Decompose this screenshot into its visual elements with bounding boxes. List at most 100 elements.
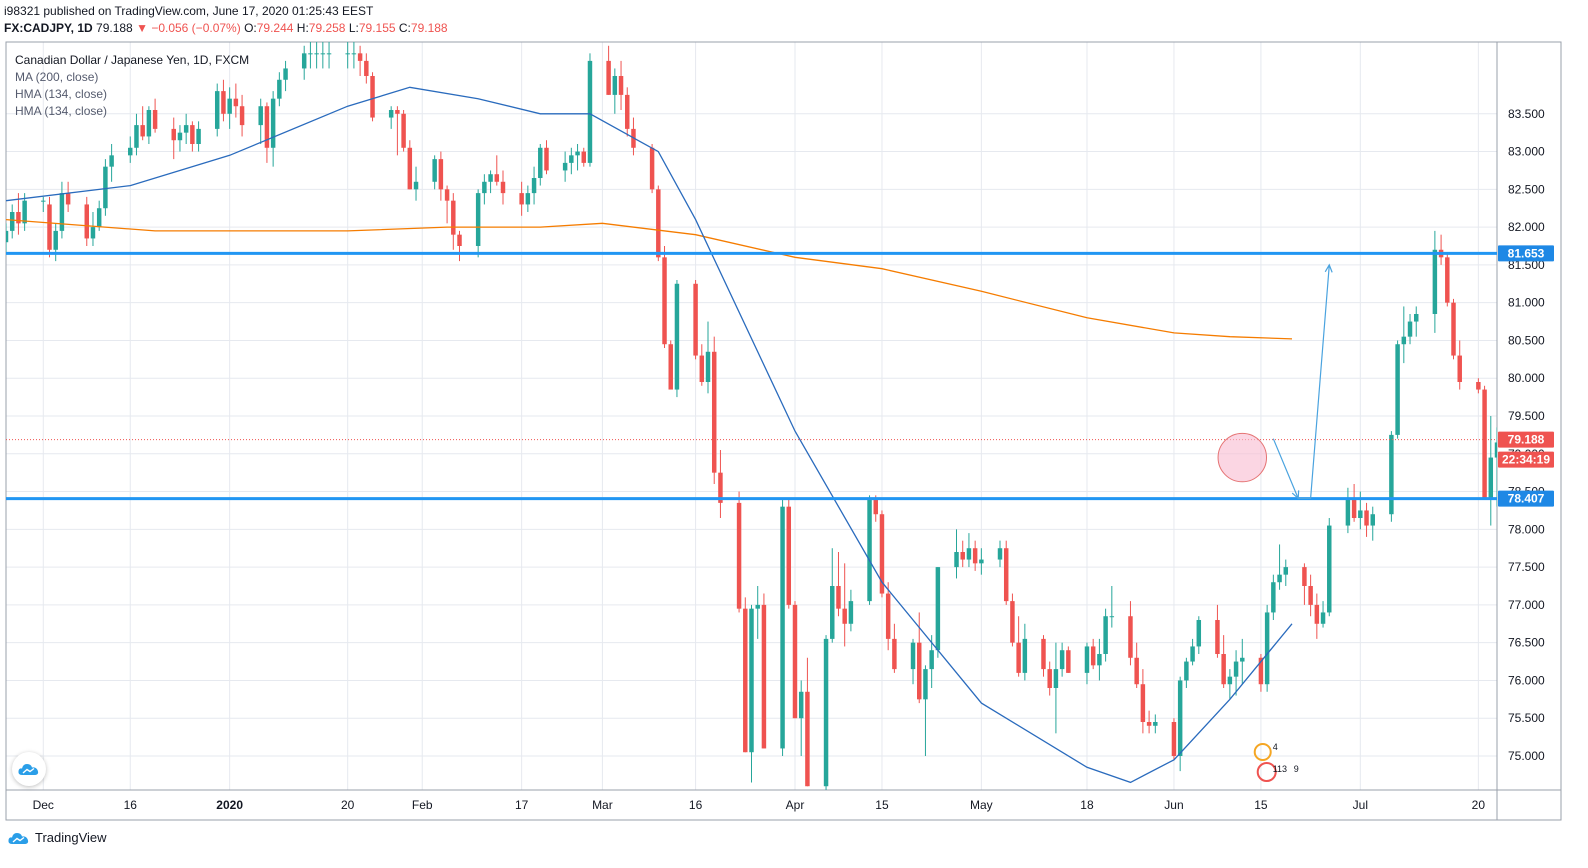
candle-down bbox=[190, 125, 195, 144]
candle-up bbox=[1240, 657, 1245, 662]
legend-hma-1[interactable]: HMA (134, close) bbox=[15, 87, 108, 101]
x-tick-label: 16 bbox=[124, 798, 138, 812]
candle-down bbox=[47, 204, 52, 250]
candle-down bbox=[1351, 499, 1357, 518]
candle-down bbox=[140, 125, 145, 137]
candle-down bbox=[1146, 722, 1152, 726]
candle-down bbox=[1258, 657, 1264, 685]
candle-down bbox=[438, 159, 444, 190]
candle-down bbox=[1134, 657, 1139, 685]
candle-down bbox=[264, 106, 270, 148]
candle-up bbox=[326, 53, 332, 55]
y-tick-label: 75.000 bbox=[1508, 749, 1545, 763]
candle-down bbox=[1171, 722, 1177, 756]
candle-down bbox=[65, 193, 71, 205]
last-price-label-bg bbox=[1498, 431, 1554, 448]
candle-up bbox=[867, 499, 872, 602]
candle-up bbox=[9, 212, 15, 231]
down-triangle-icon: ▼ bbox=[136, 21, 148, 35]
open-value: 79.244 bbox=[256, 21, 294, 35]
candle-up bbox=[90, 227, 96, 239]
candle-up bbox=[674, 283, 680, 390]
x-tick-label: Mar bbox=[592, 798, 613, 812]
high-value: 79.258 bbox=[308, 21, 346, 35]
candle-up bbox=[1109, 616, 1115, 618]
candle-down bbox=[1302, 567, 1307, 586]
legend-title: Canadian Dollar / Japanese Yen, 1D, FXCM bbox=[15, 53, 250, 67]
candle-up bbox=[1327, 525, 1332, 613]
candle-down bbox=[1476, 382, 1481, 390]
candle-up bbox=[1389, 434, 1394, 515]
candle-down bbox=[606, 60, 611, 95]
candle-down bbox=[1314, 604, 1320, 624]
candle-up bbox=[388, 110, 394, 118]
candle-up bbox=[283, 68, 288, 80]
candle-up bbox=[134, 125, 139, 148]
y-tick-label: 80.000 bbox=[1508, 371, 1545, 385]
candle-up bbox=[1264, 612, 1270, 685]
candle-up bbox=[538, 147, 543, 178]
candle-down bbox=[693, 283, 698, 356]
candle-down bbox=[494, 174, 500, 182]
candle-up bbox=[1084, 646, 1090, 673]
last-price-label: 79.188 bbox=[1508, 433, 1545, 447]
candle-up bbox=[1414, 314, 1419, 322]
candle-down bbox=[743, 608, 748, 753]
candle-up bbox=[1370, 514, 1375, 526]
candle-down bbox=[451, 200, 456, 235]
candle-up bbox=[128, 147, 133, 156]
x-tick-label: 15 bbox=[1254, 798, 1268, 812]
candle-up bbox=[432, 159, 437, 182]
candle-up bbox=[749, 608, 754, 753]
candle-down bbox=[1041, 638, 1046, 670]
x-tick-label: May bbox=[970, 798, 993, 812]
candle-up bbox=[1177, 680, 1183, 756]
candle-down bbox=[239, 106, 245, 126]
candle-up bbox=[979, 559, 984, 564]
candle-up bbox=[488, 174, 493, 182]
hma-134-line bbox=[6, 86, 1293, 784]
candle-down bbox=[662, 257, 667, 345]
projection-arrowhead bbox=[1291, 490, 1300, 500]
candle-down bbox=[718, 472, 723, 503]
candle-down bbox=[544, 147, 549, 171]
candle-up bbox=[848, 601, 854, 624]
candle-up bbox=[562, 162, 568, 171]
candle-up bbox=[569, 155, 574, 163]
candle-up bbox=[705, 351, 711, 382]
change-value: −0.056 (−0.07%) bbox=[151, 21, 241, 35]
published-line: i98321 published on TradingView.com, Jun… bbox=[4, 4, 374, 18]
candle-up bbox=[531, 178, 537, 194]
badge-count-a: 4 bbox=[1273, 742, 1278, 752]
tradingview-cloud-icon bbox=[8, 832, 29, 844]
candle-up bbox=[575, 151, 580, 156]
candle-down bbox=[836, 586, 841, 609]
candle-down bbox=[152, 110, 158, 129]
candle-up bbox=[1407, 321, 1413, 337]
candle-up bbox=[1395, 344, 1400, 435]
candle-down bbox=[917, 642, 922, 700]
candle-down bbox=[625, 94, 630, 129]
candle-down bbox=[618, 76, 624, 95]
low-value: 79.155 bbox=[358, 21, 396, 35]
tradingview-logo-button[interactable] bbox=[12, 752, 46, 786]
x-tick-label: 20 bbox=[1472, 798, 1486, 812]
candle-up bbox=[1277, 574, 1282, 583]
candle-down bbox=[171, 128, 176, 141]
legend-hma-2[interactable]: HMA (134, close) bbox=[15, 104, 108, 118]
y-tick-label: 77.000 bbox=[1508, 598, 1545, 612]
low-label: L: bbox=[348, 21, 359, 35]
candle-up bbox=[345, 53, 350, 55]
candle-down bbox=[581, 151, 586, 163]
candle-up bbox=[587, 60, 593, 163]
y-tick-label: 75.500 bbox=[1508, 711, 1545, 725]
candle-down bbox=[656, 189, 661, 258]
plot-area bbox=[6, 42, 1497, 790]
last-price: 79.188 bbox=[96, 21, 133, 35]
candle-up bbox=[910, 642, 916, 670]
candle-up bbox=[1184, 661, 1189, 681]
legend-ma-200[interactable]: MA (200, close) bbox=[15, 70, 99, 84]
candle-down bbox=[1445, 257, 1450, 303]
footer-brand[interactable]: TradingView bbox=[8, 830, 107, 845]
